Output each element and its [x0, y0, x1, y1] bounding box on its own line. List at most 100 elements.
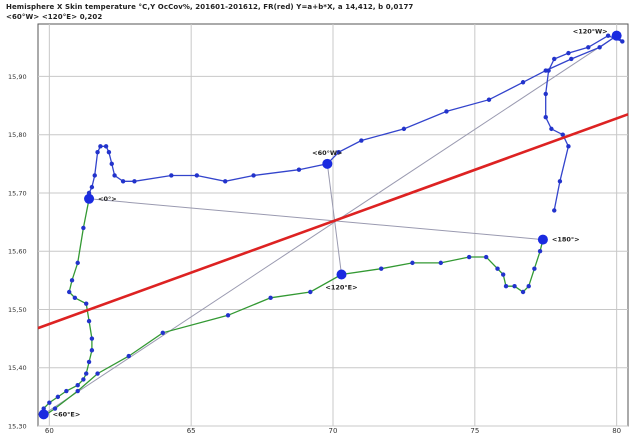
- data-point: [67, 289, 72, 295]
- y-tick-label: 15,50: [8, 306, 27, 314]
- data-point: [543, 68, 548, 73]
- marker-label: <60°W>: [312, 149, 342, 157]
- data-point: [126, 353, 131, 359]
- chart-subtitle: <60°W> <120°E> 0,202: [6, 13, 103, 21]
- data-point: [552, 56, 557, 62]
- data-point: [223, 179, 228, 184]
- longitude-marker: [336, 269, 347, 280]
- data-point: [566, 144, 571, 149]
- data-point: [103, 144, 109, 149]
- data-point: [160, 330, 166, 335]
- regression-layer: [37, 113, 629, 330]
- data-point: [169, 173, 174, 178]
- data-point: [438, 260, 443, 266]
- longitude-connectors: [43, 35, 617, 415]
- data-point: [120, 179, 126, 184]
- x-tick-label: 75: [470, 427, 479, 434]
- longitude-marker: [84, 193, 95, 204]
- data-point: [64, 388, 69, 394]
- data-point: [512, 283, 517, 289]
- data-point: [225, 313, 231, 318]
- data-point: [520, 80, 526, 85]
- data-point: [336, 149, 341, 155]
- longitude-marker: [611, 30, 622, 41]
- data-point: [89, 336, 95, 341]
- grid-lines: [38, 24, 628, 427]
- data-point: [47, 400, 52, 405]
- data-point: [109, 161, 114, 167]
- y-tick-label: 15,90: [8, 73, 27, 81]
- longitude-marker: [537, 234, 548, 245]
- longitude-marker: [38, 409, 49, 420]
- data-point: [308, 289, 313, 295]
- data-point: [75, 383, 80, 388]
- data-point: [81, 225, 86, 231]
- data-point: [89, 348, 95, 353]
- data-point: [543, 115, 548, 120]
- data-point: [296, 167, 302, 172]
- x-tick-label: 70: [329, 427, 338, 434]
- data-point: [84, 371, 89, 376]
- data-point: [520, 289, 526, 295]
- marker-label: <120°E>: [325, 284, 357, 292]
- data-point: [495, 266, 500, 271]
- connector-line: [43, 35, 617, 415]
- data-point: [605, 33, 611, 38]
- data-point: [620, 39, 625, 44]
- data-point: [75, 260, 80, 266]
- data-point: [537, 249, 543, 254]
- data-point: [132, 179, 137, 184]
- data-point: [557, 179, 563, 184]
- data-point: [410, 260, 415, 266]
- data-point: [401, 126, 407, 132]
- data-point: [75, 388, 80, 394]
- data-point: [95, 149, 100, 155]
- regression-line: [37, 113, 629, 330]
- data-point: [98, 144, 103, 149]
- y-tick-label: 15,30: [8, 423, 27, 431]
- data-point: [483, 254, 489, 260]
- data-point: [466, 254, 472, 260]
- marker-label: <60°E>: [53, 410, 81, 418]
- tick-labels: 60 65 70 75 80 15,30 15,40 15,50 15,60 15,70 15,80…: [8, 73, 621, 434]
- y-tick-label: 15,70: [8, 189, 27, 197]
- data-point: [486, 97, 492, 102]
- x-tick-label: 60: [45, 427, 54, 434]
- marker-label: <120°W>: [573, 28, 608, 36]
- data-point: [379, 266, 384, 271]
- data-point: [526, 283, 531, 289]
- marker-label: <0°>: [98, 195, 117, 203]
- data-point: [89, 184, 95, 190]
- data-point: [268, 295, 273, 301]
- data-point: [251, 173, 256, 178]
- data-point: [69, 278, 75, 283]
- data-point: [552, 208, 557, 213]
- y-tick-label: 15,40: [8, 364, 27, 372]
- y-tick-label: 15,80: [8, 131, 27, 139]
- data-point: [106, 149, 112, 155]
- data-point: [543, 91, 548, 97]
- data-point: [560, 132, 565, 137]
- data-point: [81, 377, 86, 382]
- marker-layer: <120°W> <60°W> <0°> <180°> <120°E> <60°E>: [38, 28, 622, 420]
- data-point: [55, 394, 61, 400]
- x-tick-label: 80: [612, 427, 621, 434]
- data-point: [112, 173, 117, 178]
- y-tick-label: 15,60: [8, 248, 27, 256]
- data-point: [532, 266, 537, 271]
- data-point: [194, 173, 200, 178]
- x-tick-label: 65: [187, 427, 196, 434]
- data-point: [86, 359, 92, 365]
- data-point: [84, 301, 89, 306]
- connector-line: [326, 163, 343, 275]
- data-point: [549, 126, 554, 132]
- data-point: [52, 406, 58, 411]
- data-point: [86, 318, 92, 324]
- connector-line: [89, 198, 543, 241]
- data-point: [444, 109, 449, 114]
- longitude-marker: [322, 158, 333, 169]
- data-point: [586, 45, 591, 50]
- data-point: [359, 138, 364, 143]
